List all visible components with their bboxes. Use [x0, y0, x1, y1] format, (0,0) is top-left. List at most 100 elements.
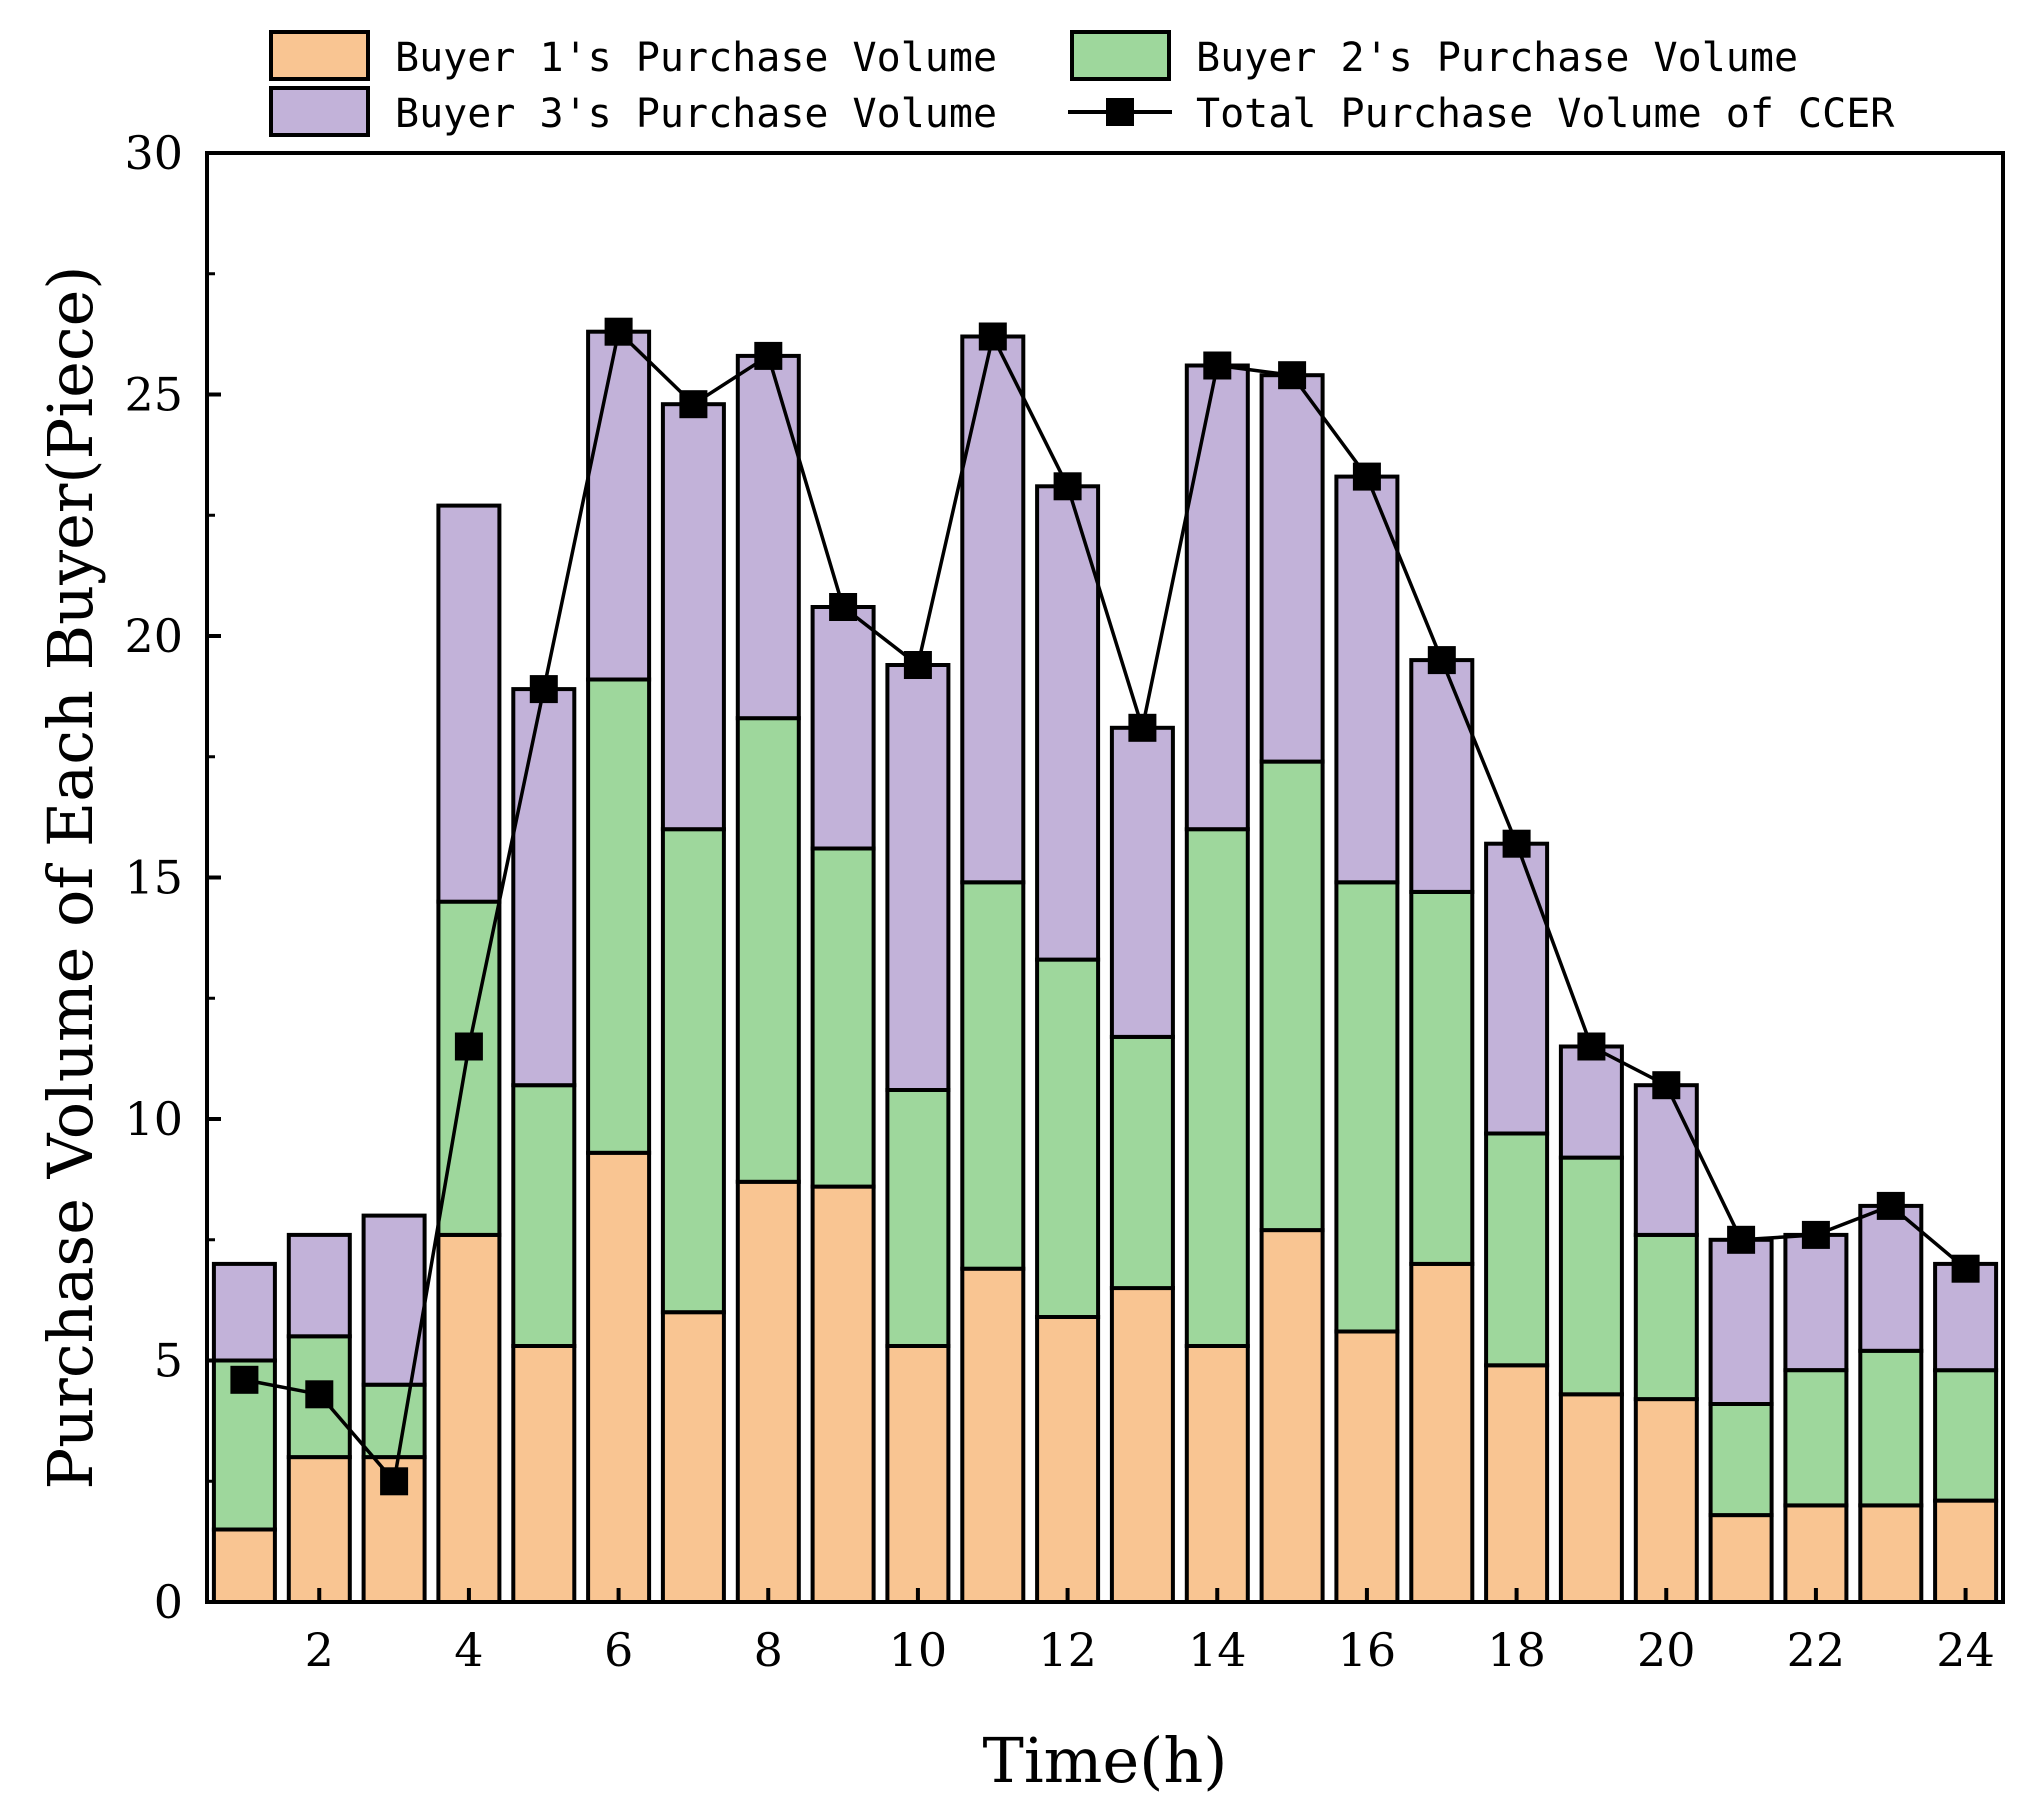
total-ccer-marker-t23 [1876, 1191, 1905, 1220]
bar-buyer-1-t20 [1633, 1397, 1699, 1604]
y-tick-label-25: 25 [124, 368, 183, 422]
bar-buyer-1-t12 [1035, 1315, 1101, 1604]
total-ccer-marker-t8 [754, 341, 783, 370]
total-ccer-marker-t14 [1203, 351, 1232, 380]
total-ccer-marker-t13 [1128, 713, 1157, 742]
legend-label-buyer-2: Buyer 2's Purchase Volume [1196, 35, 1798, 81]
y-tick-label-30: 30 [124, 126, 183, 180]
bar-buyer-3-t14 [1184, 363, 1250, 832]
bar-buyer-3-t15 [1259, 373, 1325, 764]
bar-buyer-3-t6 [586, 329, 652, 682]
total-ccer-marker-t5 [529, 675, 558, 704]
bar-buyer-2-t6 [586, 677, 652, 1155]
bar-buyer-3-t8 [735, 353, 801, 721]
bar-buyer-3-t10 [885, 663, 951, 1092]
bar-buyer-1-t9 [810, 1184, 876, 1604]
total-ccer-line [244, 328, 1967, 1486]
bar-buyer-1-t6 [586, 1150, 652, 1605]
total-ccer-marker-t19 [1577, 1032, 1606, 1061]
x-axis-title: Time(h) [983, 1724, 1228, 1797]
total-ccer-marker-t9 [829, 593, 858, 621]
bar-buyer-3-t23 [1858, 1203, 1924, 1353]
x-tick-label-14: 14 [1188, 1623, 1247, 1677]
bar-buyer-2-t23 [1858, 1348, 1924, 1508]
x-tick-label-18: 18 [1487, 1623, 1546, 1677]
x-tick-label-8: 8 [754, 1623, 783, 1677]
x-tick-label-6: 6 [604, 1623, 633, 1677]
legend-label-buyer-3: Buyer 3's Purchase Volume [395, 91, 997, 137]
bar-buyer-2-t12 [1035, 957, 1101, 1319]
bar-buyer-2-t3 [361, 1382, 427, 1460]
total-ccer-marker-t1 [230, 1365, 259, 1394]
bar-buyer-2-t18 [1484, 1131, 1550, 1368]
total-ccer-marker-t15 [1278, 361, 1307, 390]
bar-buyer-1-t11 [960, 1266, 1026, 1604]
bar-buyer-2-t22 [1783, 1368, 1849, 1508]
bar-buyer-3-t13 [1109, 725, 1175, 1039]
bar-buyer-1-t1 [211, 1527, 277, 1604]
total-ccer-marker-t20 [1652, 1071, 1681, 1100]
total-ccer-marker-t2 [305, 1380, 334, 1409]
bar-buyer-3-t2 [286, 1232, 352, 1339]
bar-buyer-2-t24 [1933, 1368, 1999, 1503]
bar-buyer-3-t20 [1633, 1083, 1699, 1237]
legend-label-total: Total Purchase Volume of CCER [1196, 91, 1895, 137]
total-ccer-marker-t21 [1727, 1225, 1756, 1254]
total-ccer-marker-t10 [903, 651, 932, 679]
bar-buyer-3-t9 [810, 605, 876, 851]
bar-buyer-1-t24 [1933, 1498, 1999, 1604]
total-ccer-marker-t12 [1053, 472, 1082, 501]
bar-buyer-3-t1 [211, 1261, 277, 1363]
bar-buyer-3-t7 [660, 402, 726, 832]
bar-buyer-2-t11 [960, 880, 1026, 1271]
total-ccer-marker-t6 [604, 317, 633, 346]
bar-buyer-2-t19 [1558, 1155, 1624, 1397]
bar-buyer-2-t21 [1708, 1402, 1774, 1518]
bar-buyer-3-t16 [1334, 474, 1400, 885]
x-tick-label-24: 24 [1936, 1623, 1995, 1677]
total-ccer-marker-t18 [1502, 829, 1531, 858]
legend-swatch-buyer-1 [269, 30, 370, 81]
bar-buyer-2-t17 [1409, 890, 1475, 1266]
bar-buyer-1-t10 [885, 1344, 951, 1604]
x-tick-label-12: 12 [1038, 1623, 1097, 1677]
bar-buyer-1-t19 [1558, 1392, 1624, 1605]
y-axis-title: Purchase Volume of Each Buyer(Piece) [34, 266, 107, 1490]
bar-buyer-1-t15 [1259, 1228, 1325, 1604]
x-tick-label-20: 20 [1637, 1623, 1696, 1677]
bar-buyer-1-t13 [1109, 1286, 1175, 1604]
x-tick-label-2: 2 [305, 1623, 334, 1677]
legend-swatch-buyer-3 [269, 86, 370, 137]
bar-buyer-2-t7 [660, 827, 726, 1315]
bar-buyer-1-t23 [1858, 1503, 1924, 1605]
y-tick-label-5: 5 [154, 1334, 183, 1388]
bar-buyer-1-t17 [1409, 1261, 1475, 1605]
bar-buyer-2-t10 [885, 1088, 951, 1348]
bar-buyer-3-t17 [1409, 658, 1475, 894]
plot-area [211, 317, 1999, 1605]
bar-buyer-3-t11 [960, 334, 1026, 885]
total-ccer-marker-t22 [1801, 1220, 1830, 1249]
bar-buyer-3-t5 [511, 687, 577, 1088]
total-ccer-marker-t24 [1951, 1254, 1980, 1283]
bar-buyer-2-t15 [1259, 759, 1325, 1233]
y-tick-label-20: 20 [124, 609, 183, 663]
legend-marker-total [1106, 98, 1134, 126]
x-tick-label-10: 10 [889, 1623, 948, 1677]
legend-label-buyer-1: Buyer 1's Purchase Volume [395, 35, 997, 81]
bar-buyer-3-t19 [1558, 1044, 1624, 1160]
bar-buyer-2-t13 [1109, 1034, 1175, 1291]
bar-buyer-1-t18 [1484, 1363, 1550, 1605]
bar-buyer-1-t21 [1708, 1513, 1774, 1604]
total-ccer-marker-t3 [380, 1467, 409, 1496]
total-ccer-marker-t17 [1427, 646, 1456, 675]
bar-buyer-2-t9 [810, 846, 876, 1189]
bar-buyer-1-t8 [735, 1179, 801, 1605]
bar-buyer-1-t7 [660, 1310, 726, 1604]
x-tick-label-16: 16 [1338, 1623, 1397, 1677]
legend: Buyer 1's Purchase Volume Buyer 2's Purc… [269, 30, 1895, 137]
bar-buyer-2-t8 [735, 716, 801, 1184]
total-ccer-marker-t7 [679, 390, 708, 419]
